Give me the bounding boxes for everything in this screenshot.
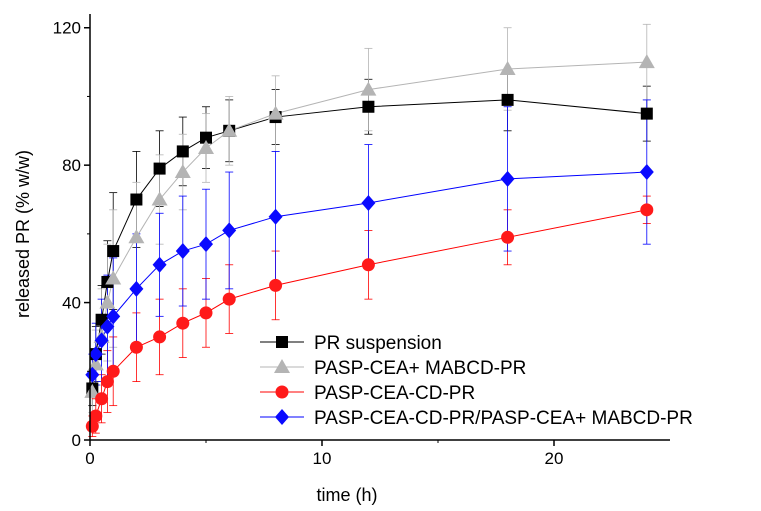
pasp-cea-mabcd-pr-data-point (174, 164, 191, 179)
pasp-cea-cd-pr-data-point (89, 409, 103, 423)
pasp-cea-mabcd-pr-data-point (84, 383, 101, 398)
combined-data-point (100, 318, 115, 335)
pr-suspension-data-point (200, 131, 212, 144)
legend-label: PASP-CEA-CD-PR/PASP-CEA+ MABCD-PR (314, 408, 693, 429)
legend-marker (275, 409, 289, 425)
pr-suspension-data-point (501, 93, 514, 106)
combined-data-point (129, 280, 144, 297)
y-tick-label: 0 (72, 431, 81, 450)
pasp-cea-mabcd-pr-data-point (151, 191, 168, 206)
x-tick-label: 10 (313, 449, 332, 468)
pasp-cea-cd-pr-data-point (85, 419, 99, 433)
x-tick-label: 0 (85, 449, 94, 468)
legend-item-pasp-cea-cd-pr: PASP-CEA-CD-PR (260, 383, 475, 404)
pr-suspension-data-point (107, 245, 120, 258)
pr-suspension-data-point (362, 100, 375, 113)
axes (89, 14, 670, 441)
pasp-cea-cd-pr-data-point (129, 340, 143, 354)
pr-suspension-data-point (130, 193, 143, 206)
x-axis-title: time (h) (316, 485, 377, 505)
combined-data-point (639, 164, 654, 181)
legend-label: PASP-CEA-CD-PR (314, 383, 475, 404)
pasp-cea-cd-pr-data-point (640, 203, 654, 217)
pasp-cea-cd-pr-data-point (269, 278, 283, 292)
pasp-cea-mabcd-pr-data-point (105, 270, 122, 285)
pr-suspension-data-point (153, 162, 166, 175)
y-tick-label: 120 (53, 19, 81, 38)
pasp-cea-cd-pr-data-point (95, 392, 109, 406)
legend: PR suspension PASP-CEA+ MABCD-PR PASP-CEA-… (260, 333, 693, 429)
pr-suspension-data-point (640, 107, 653, 120)
data-points-layer (84, 54, 655, 433)
combined-data-point (152, 256, 167, 273)
pr-suspension-line (91, 99, 647, 389)
pasp-cea-cd-pr-data-point (153, 330, 167, 344)
pasp-cea-mabcd-pr-data-point (198, 139, 214, 154)
pasp-cea-cd-pr-data-point (176, 316, 190, 330)
pasp-cea-mabcd-pr-data-point (638, 54, 655, 69)
combined-data-point (175, 243, 190, 260)
pr-suspension-data-point (176, 145, 189, 158)
pasp-cea-mabcd-pr-data-point (221, 122, 238, 137)
combined-data-point (199, 236, 213, 253)
combined-data-point (94, 332, 109, 349)
pasp-cea-mabcd-pr-data-point (99, 294, 116, 309)
legend-item-pr-suspension: PR suspension (260, 333, 442, 354)
combined-data-point (88, 346, 103, 363)
pasp-cea-cd-pr-data-point (361, 258, 375, 272)
combined-data-point (500, 170, 515, 187)
combined-data-point (268, 208, 283, 225)
legend-item-pasp-cea-mabcd-pr: PASP-CEA+ MABCD-PR (260, 358, 526, 379)
pasp-cea-cd-pr-data-point (222, 292, 236, 306)
pasp-cea-mabcd-pr-data-point (267, 105, 284, 120)
combined-data-point (361, 194, 376, 211)
pasp-cea-cd-pr-data-point (100, 375, 114, 389)
y-tick-label: 40 (62, 294, 81, 313)
combined-data-point (85, 366, 100, 383)
pasp-cea-cd-pr-data-point (106, 364, 120, 378)
legend-marker (274, 359, 290, 373)
pasp-cea-mabcd-pr-data-point (360, 81, 377, 96)
legend-marker (275, 385, 289, 399)
x-tick-label: 20 (545, 449, 564, 468)
pasp-cea-mabcd-pr-data-point (499, 60, 516, 75)
pasp-cea-mabcd-pr-data-point (87, 356, 104, 371)
combined-data-point (222, 222, 237, 239)
y-axis-title: released PR (% w/w) (13, 150, 33, 318)
legend-item-combined: PASP-CEA-CD-PR/PASP-CEA+ MABCD-PR (260, 408, 693, 429)
legend-marker (276, 336, 288, 348)
tick-marks: 0 40 80 120 0 10 20 (53, 19, 564, 468)
pasp-cea-mabcd-pr-data-point (128, 229, 145, 244)
y-tick-label: 80 (62, 156, 81, 175)
combined-data-point (106, 308, 121, 325)
legend-label: PR suspension (314, 333, 442, 354)
pasp-cea-cd-pr-data-point (501, 230, 515, 244)
legend-label: PASP-CEA+ MABCD-PR (314, 358, 526, 379)
pasp-cea-cd-pr-data-point (199, 306, 213, 320)
